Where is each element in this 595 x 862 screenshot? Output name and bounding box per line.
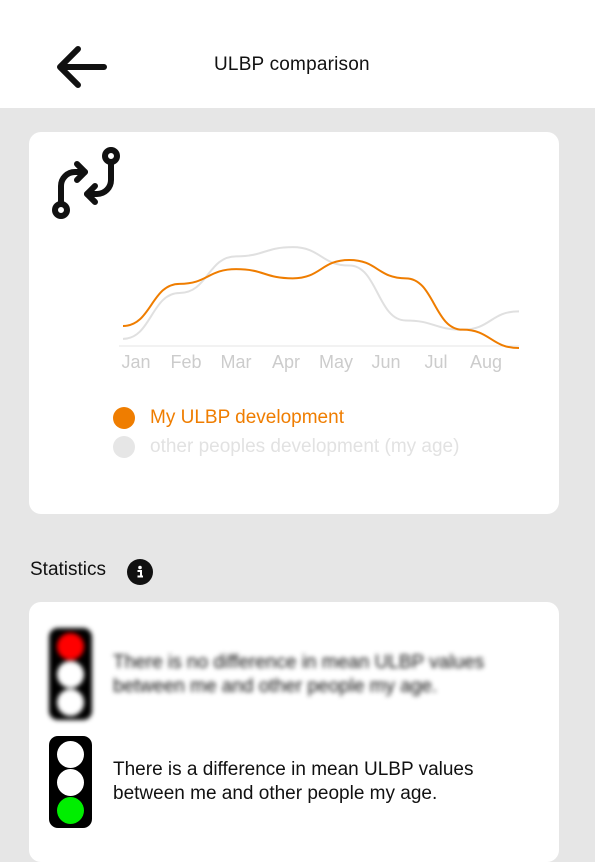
legend-dot-orange <box>113 407 135 429</box>
lamp <box>57 633 84 660</box>
lamp <box>57 797 84 824</box>
x-tick-label: Mar <box>220 352 252 372</box>
comparison-card: Jan Feb Mar Apr May Jun Jul Aug My ULBP develop… <box>29 132 559 514</box>
app-header: ULBP comparison <box>0 0 595 108</box>
legend-dot-grey <box>113 436 135 458</box>
back-button[interactable] <box>52 42 112 92</box>
series-line-mine <box>122 258 520 349</box>
page-title: ULBP comparison <box>214 54 370 75</box>
info-icon <box>137 565 143 578</box>
lamp <box>57 689 84 716</box>
x-tick-label: Jan <box>121 352 151 372</box>
legend-item-mine: My ULBP development <box>113 406 344 430</box>
x-tick-label: Aug <box>469 352 503 372</box>
x-tick-label: Jul <box>424 352 448 372</box>
compare-arrows-icon <box>52 147 120 219</box>
ulbp-line-chart <box>119 246 520 349</box>
statistics-card: There is no difference in mean ULBP valu… <box>29 602 559 862</box>
statement-no-difference: There is no difference in mean ULBP valu… <box>113 652 485 697</box>
lamp <box>57 741 84 768</box>
x-tick-label: Apr <box>271 352 301 372</box>
statistics-title: Statistics <box>30 559 107 580</box>
legend-label: My ULBP development <box>150 407 344 428</box>
statement-difference: There is a difference in mean ULBP value… <box>113 759 474 804</box>
legend-label: other peoples development (my age) <box>150 436 460 457</box>
lamp <box>57 769 84 796</box>
arrow-left-icon <box>57 46 107 88</box>
x-tick-label: Feb <box>170 352 202 372</box>
info-button[interactable] <box>127 559 153 585</box>
traffic-light-red <box>49 628 92 720</box>
series-line-others <box>122 246 520 340</box>
x-tick-label: May <box>318 352 354 372</box>
legend-item-others: other peoples development (my age) <box>113 435 459 459</box>
traffic-light-green <box>49 736 92 828</box>
lamp <box>57 661 84 688</box>
x-tick-label: Jun <box>371 352 401 372</box>
